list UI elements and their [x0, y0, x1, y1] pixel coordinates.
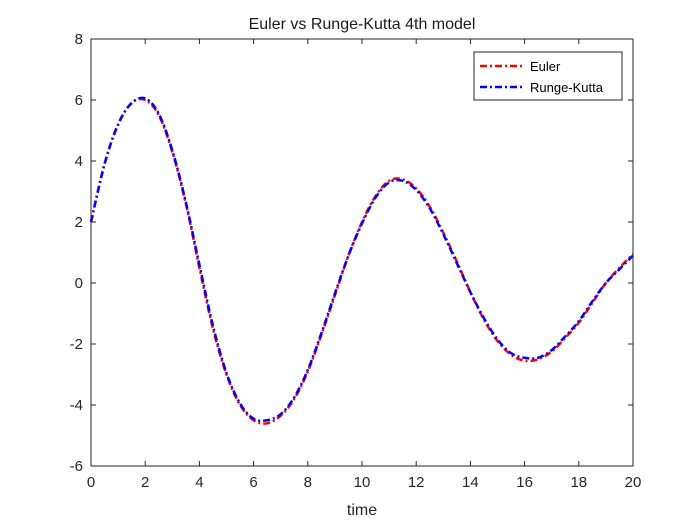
y-tick-label: -4 — [70, 397, 83, 414]
x-tick-label: 14 — [462, 474, 479, 491]
axes-box — [90, 38, 634, 467]
x-tick-label: 8 — [304, 474, 312, 491]
chart-title: Euler vs Runge-Kutta 4th model — [249, 16, 476, 33]
y-tick-label: 4 — [75, 153, 83, 170]
y-tick-label: -2 — [70, 336, 83, 353]
legend-label-euler: Euler — [530, 59, 561, 74]
y-tick-label: 0 — [75, 275, 83, 292]
legend-label-runge-kutta: Runge-Kutta — [530, 80, 604, 95]
series-line-runge-kutta — [89, 96, 634, 423]
x-tick-label: 10 — [354, 474, 371, 491]
x-tick-label: 2 — [141, 474, 149, 491]
y-tick-label: -6 — [70, 458, 83, 475]
x-tick-label: 18 — [570, 474, 587, 491]
x-axis-label: time — [347, 502, 377, 519]
x-tick-label: 12 — [408, 474, 425, 491]
series-layer — [89, 96, 634, 425]
plot-area — [90, 38, 634, 467]
y-tick-label: 6 — [75, 92, 83, 109]
axis-ticks: 0 2 4 6 8 10 12 14 16 18 20 -6 -4 -2 0 2 4 6 8 — [70, 31, 642, 491]
y-tick-label: 2 — [75, 214, 83, 231]
legend: Euler Runge-Kutta — [473, 51, 623, 101]
x-tick-label: 0 — [87, 474, 95, 491]
x-tick-label: 20 — [625, 474, 642, 491]
x-tick-label: 6 — [249, 474, 257, 491]
x-tick-label: 4 — [195, 474, 203, 491]
legend-box — [473, 51, 623, 101]
x-tick-label: 16 — [516, 474, 533, 491]
y-tick-label: 8 — [75, 31, 83, 48]
